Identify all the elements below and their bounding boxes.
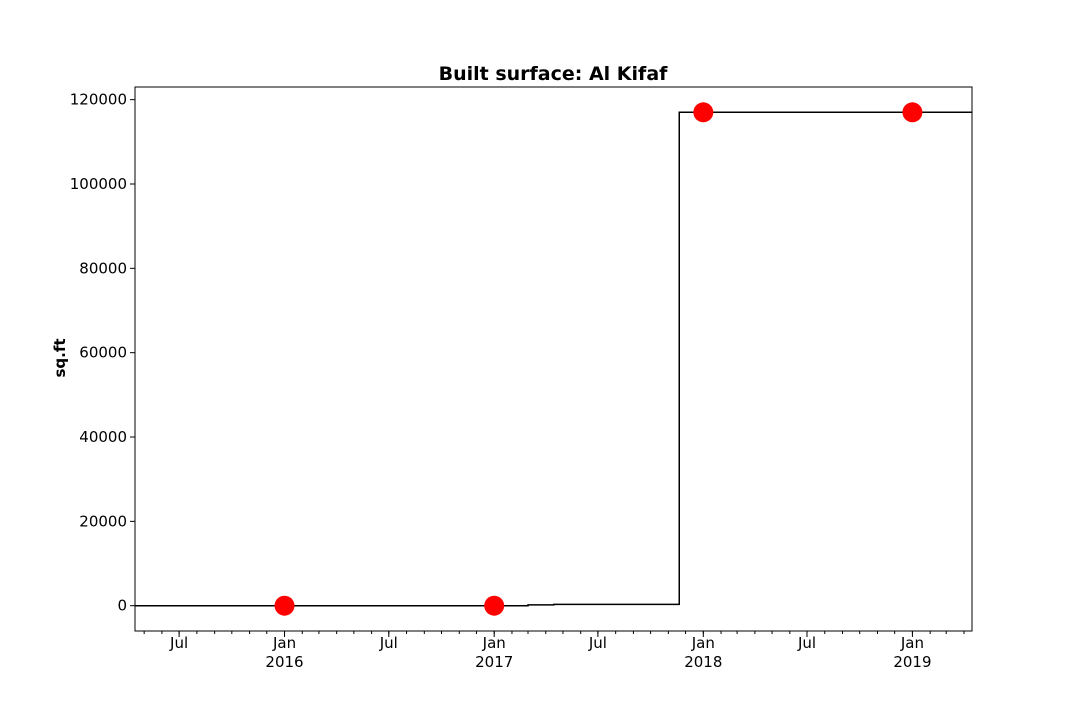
x-tick-label: Jan <box>900 634 924 652</box>
x-tick-year-label: 2018 <box>684 653 722 671</box>
y-tick-label: 60000 <box>79 344 127 362</box>
chart-title: Built surface: Al Kifaf <box>439 63 669 85</box>
y-axis: 0 20000 40000 60000 80000 100000 120000 <box>70 91 135 615</box>
x-tick-year-label: 2019 <box>893 653 931 671</box>
x-tick-year-label: 2016 <box>265 653 303 671</box>
y-tick-label: 100000 <box>70 175 127 193</box>
data-point-marker <box>902 102 923 123</box>
y-tick-label: 20000 <box>79 512 127 530</box>
step-line <box>135 111 972 607</box>
x-tick-label: Jan <box>482 634 506 652</box>
data-point-marker <box>693 102 714 123</box>
series-layer <box>135 102 972 616</box>
x-tick-label: Jan <box>272 634 296 652</box>
plot-frame <box>134 86 973 632</box>
x-minor-ticks <box>143 631 965 634</box>
x-tick-label: Jul <box>797 634 816 652</box>
x-tick-label: Jul <box>588 634 607 652</box>
x-tick-label: Jul <box>379 634 398 652</box>
data-point-marker <box>274 595 295 616</box>
x-tick-year-label: 2017 <box>475 653 513 671</box>
y-tick-label: 40000 <box>79 428 127 446</box>
y-tick-label: 80000 <box>79 259 127 277</box>
data-point-marker <box>484 595 505 616</box>
x-tick-label: Jul <box>169 634 188 652</box>
y-tick-label: 120000 <box>70 91 127 109</box>
x-tick-label: Jan <box>691 634 715 652</box>
y-axis-label: sq.ft <box>51 338 69 377</box>
y-tick-label: 0 <box>117 597 127 615</box>
